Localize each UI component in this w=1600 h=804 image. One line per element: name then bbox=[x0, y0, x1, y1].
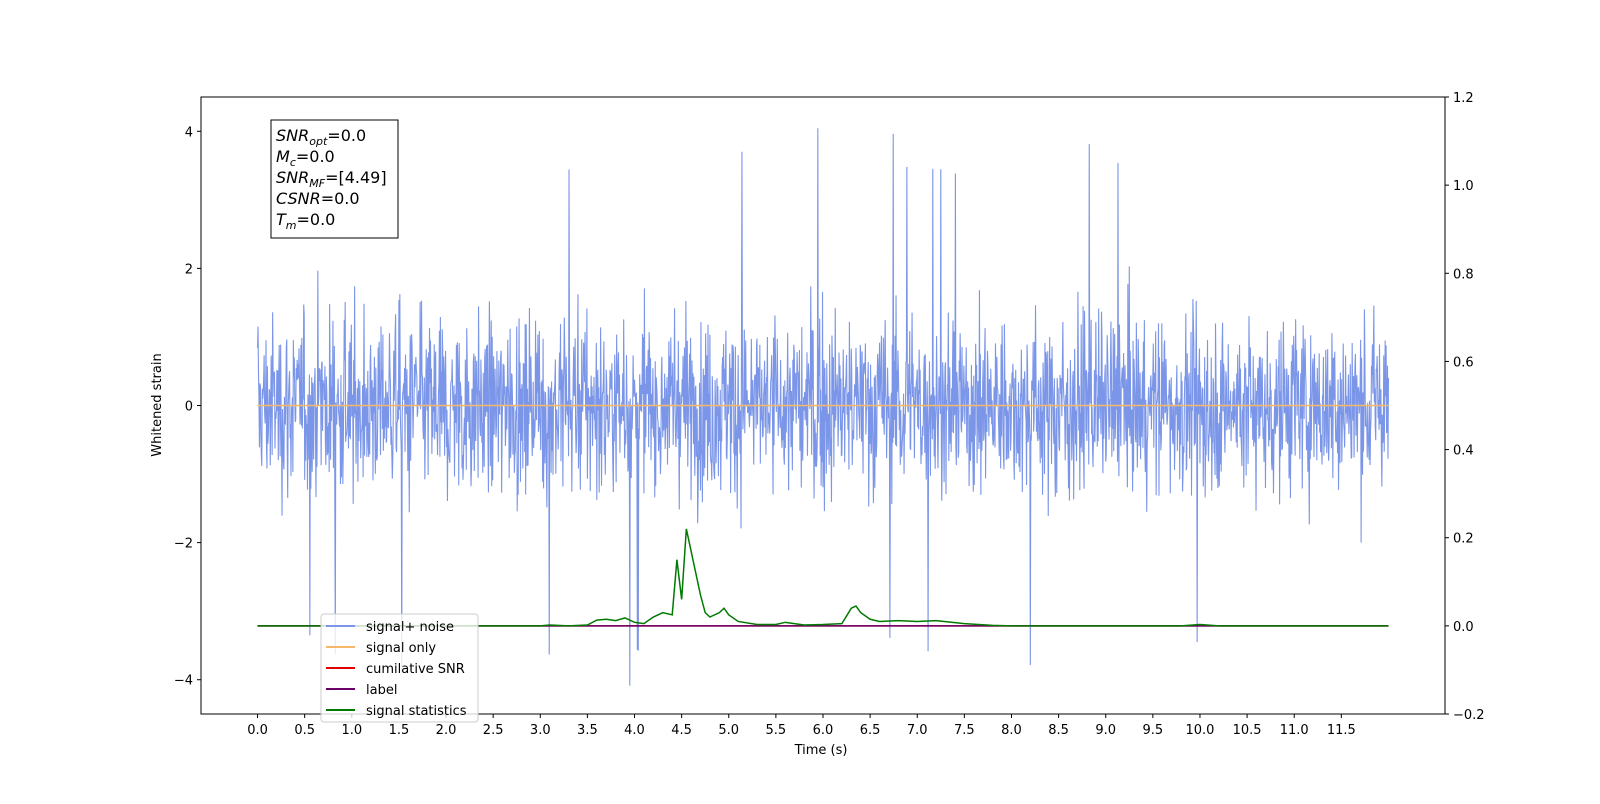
legend-item-signal-statistics: signal statistics bbox=[326, 704, 467, 719]
info-box: SNRopt=0.0Mc=0.0SNRMF=[4.49]CSNR=0.0Tm=0… bbox=[270, 119, 399, 239]
info-value: =0.0 bbox=[296, 147, 335, 166]
y-right-tick-label: 0.2 bbox=[1453, 532, 1474, 547]
y-tick-label: −4 bbox=[174, 674, 193, 689]
x-tick-label: 6.0 bbox=[813, 723, 834, 738]
y-right-tick-label: −0.2 bbox=[1453, 708, 1485, 723]
legend-item-cumilative-snr: cumilative SNR bbox=[326, 662, 465, 677]
x-tick-label: 1.5 bbox=[389, 723, 410, 738]
x-tick-label: 0.5 bbox=[294, 723, 315, 738]
y-axis-label: Whitened strain bbox=[150, 353, 165, 456]
x-axis-label: Time (s) bbox=[794, 743, 848, 758]
ticks-layer: 0.0 0.5 1.0 1.5 2.0 2.5 3.0 3.5 4.0 4.5 5.0 5.5 6.0 6… bbox=[174, 91, 1485, 738]
x-tick-label: 2.0 bbox=[436, 723, 457, 738]
info-box-frame bbox=[270, 119, 399, 239]
info-box-line: CSNR=0.0 bbox=[276, 189, 360, 208]
x-tick-label: 0.0 bbox=[247, 723, 268, 738]
x-tick-label: 11.0 bbox=[1280, 723, 1309, 738]
info-box-line: SNRMF=[4.49] bbox=[276, 168, 387, 190]
x-tick-label: 3.0 bbox=[530, 723, 551, 738]
x-tick-label: 9.5 bbox=[1143, 723, 1164, 738]
x-tick-label: 11.5 bbox=[1327, 723, 1356, 738]
x-tick-label: 5.5 bbox=[766, 723, 787, 738]
y-tick-label: 0 bbox=[185, 400, 193, 415]
info-box-line: Mc=0.0 bbox=[276, 147, 335, 169]
legend-label: cumilative SNR bbox=[366, 662, 465, 677]
info-symbol: SNR bbox=[276, 168, 309, 187]
legend-item-signal-noise: signal+ noise bbox=[326, 620, 454, 635]
info-symbol: CSNR bbox=[276, 189, 321, 208]
x-tick-label: 7.5 bbox=[954, 723, 975, 738]
x-tick-label: 2.5 bbox=[483, 723, 504, 738]
info-symbol: M bbox=[276, 147, 290, 166]
legend-label: signal only bbox=[366, 641, 436, 656]
info-value: =0.0 bbox=[327, 126, 366, 145]
x-tick-label: 5.0 bbox=[718, 723, 739, 738]
x-tick-label: 1.0 bbox=[341, 723, 362, 738]
legend-label: label bbox=[366, 683, 397, 698]
info-symbol: SNR bbox=[276, 126, 309, 145]
legend: signal+ noise signal only cumilative SNR la… bbox=[320, 613, 479, 723]
y-right-tick-label: 1.0 bbox=[1453, 179, 1474, 194]
info-value: =0.0 bbox=[297, 210, 336, 229]
legend-label: signal+ noise bbox=[366, 620, 454, 635]
info-subscript: m bbox=[286, 219, 297, 232]
info-symbol: T bbox=[276, 210, 287, 229]
legend-frame bbox=[320, 613, 479, 723]
y-right-tick-label: 0.0 bbox=[1453, 620, 1474, 635]
x-tick-label: 4.0 bbox=[624, 723, 645, 738]
x-tick-label: 10.0 bbox=[1185, 723, 1214, 738]
legend-item-label: label bbox=[326, 683, 397, 698]
series-line-signal-statistics bbox=[257, 528, 1389, 627]
x-tick-label: 6.5 bbox=[860, 723, 881, 738]
y-right-tick-label: 0.4 bbox=[1453, 444, 1474, 459]
y-tick-label: 4 bbox=[185, 125, 193, 140]
y-tick-label: 2 bbox=[185, 262, 193, 277]
x-tick-label: 4.5 bbox=[671, 723, 692, 738]
y-right-tick-label: 0.8 bbox=[1453, 267, 1474, 282]
x-tick-label: 10.5 bbox=[1233, 723, 1262, 738]
series-line-signal-plus-noise bbox=[257, 128, 1389, 686]
info-box-line: SNRopt=0.0 bbox=[276, 126, 366, 148]
y-tick-label: −2 bbox=[174, 537, 193, 552]
x-tick-label: 3.5 bbox=[577, 723, 598, 738]
info-value: =0.0 bbox=[321, 189, 360, 208]
y-right-tick-label: 1.2 bbox=[1453, 91, 1474, 106]
y-right-tick-label: 0.6 bbox=[1453, 355, 1474, 370]
x-tick-label: 8.5 bbox=[1048, 723, 1069, 738]
x-tick-label: 7.0 bbox=[907, 723, 928, 738]
info-subscript: MF bbox=[309, 177, 325, 190]
x-tick-label: 8.0 bbox=[1001, 723, 1022, 738]
info-subscript: opt bbox=[309, 135, 328, 148]
legend-label: signal statistics bbox=[366, 704, 467, 719]
x-tick-label: 9.0 bbox=[1095, 723, 1116, 738]
info-subscript: c bbox=[290, 156, 296, 169]
info-value: =[4.49] bbox=[325, 168, 387, 187]
legend-item-signal-only: signal only bbox=[326, 641, 436, 656]
info-box-line: Tm=0.0 bbox=[276, 210, 335, 232]
